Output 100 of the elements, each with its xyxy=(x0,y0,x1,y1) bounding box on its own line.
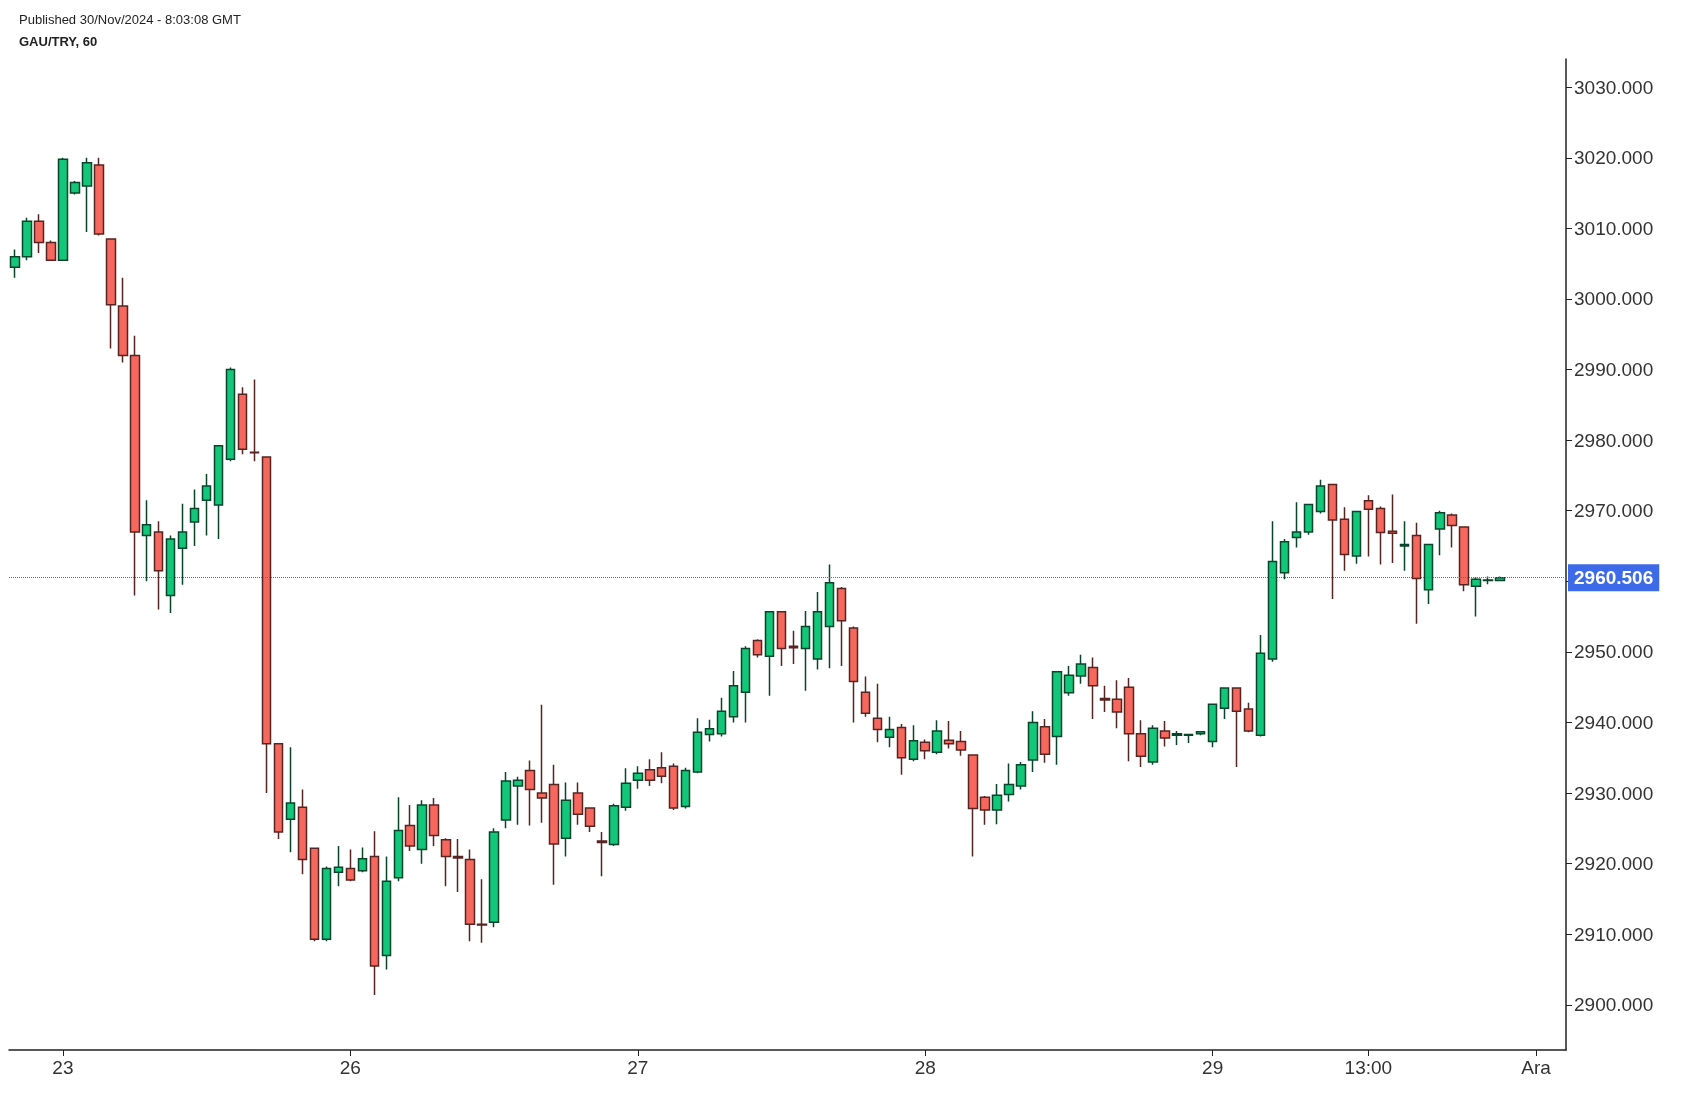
candlestick xyxy=(93,157,105,237)
candlestick xyxy=(1470,576,1482,618)
candlestick xyxy=(285,746,296,854)
chart-subtitle: Published 30/Nov/2024 - 8:03:08 GMT xyxy=(19,12,241,27)
candlestick xyxy=(824,563,835,669)
candlestick xyxy=(524,759,536,827)
candlestick xyxy=(1219,686,1230,720)
candlestick xyxy=(896,723,907,776)
candlestick xyxy=(153,520,164,611)
candlestick xyxy=(764,610,775,697)
candlestick xyxy=(632,765,644,790)
candlestick xyxy=(1099,685,1111,713)
y-tick-label: 3030.000 xyxy=(1574,76,1654,98)
candlestick xyxy=(1387,493,1398,564)
y-tick-label: 2910.000 xyxy=(1574,923,1654,945)
candlestick xyxy=(333,845,344,887)
x-tick-label: 13:00 xyxy=(1344,1057,1393,1078)
candlestick xyxy=(177,502,188,586)
candlestick xyxy=(129,334,141,597)
candlestick xyxy=(488,827,500,928)
candlestick xyxy=(440,837,452,887)
candlestick xyxy=(261,456,272,794)
candlestick xyxy=(1458,525,1470,592)
candlestick xyxy=(1399,520,1410,572)
candlestick xyxy=(1039,718,1051,764)
candlestick xyxy=(740,645,751,724)
x-tick-label: Ara xyxy=(1521,1057,1552,1078)
candlestick xyxy=(237,386,248,456)
candlestick xyxy=(297,788,308,875)
x-tick-label: 26 xyxy=(339,1057,361,1078)
candlestick xyxy=(728,670,739,724)
candlestick xyxy=(452,838,464,893)
candlestick xyxy=(428,797,440,847)
candlestick xyxy=(57,157,69,261)
candlestick xyxy=(1171,730,1183,746)
candlestick xyxy=(1446,512,1458,549)
candlestick xyxy=(800,610,811,692)
candlestick xyxy=(560,781,572,858)
candlestick xyxy=(884,716,895,748)
y-tick-label: 3020.000 xyxy=(1574,147,1654,169)
candlestick xyxy=(33,213,45,254)
candlestick xyxy=(393,796,404,883)
candlestick xyxy=(644,758,656,787)
ref-line-label: 2960.506 xyxy=(1574,567,1654,589)
candlestick xyxy=(680,766,691,810)
candlestick xyxy=(943,720,955,750)
candlestick xyxy=(512,776,524,826)
candlestick xyxy=(848,625,859,724)
candlestick xyxy=(1183,733,1194,744)
candlestick xyxy=(1087,656,1099,720)
candlestick xyxy=(1434,509,1446,556)
candlestick xyxy=(69,180,81,196)
candlestick xyxy=(1207,703,1218,748)
candlestick xyxy=(1243,701,1254,734)
candlestick xyxy=(1303,502,1314,536)
candlestick xyxy=(955,730,967,757)
candlestick xyxy=(1195,730,1206,736)
candlestick xyxy=(931,719,943,755)
candlestick xyxy=(9,248,21,279)
candlestick xyxy=(213,445,224,540)
candlestick xyxy=(596,831,608,878)
y-tick-label: 2970.000 xyxy=(1574,500,1654,522)
candlestick xyxy=(704,718,715,743)
candlestick xyxy=(404,804,416,852)
candlestick xyxy=(201,473,212,537)
candlestick xyxy=(1375,505,1386,566)
candlestick xyxy=(752,638,763,659)
y-tick-label: 2930.000 xyxy=(1574,782,1654,804)
y-tick-label: 3010.000 xyxy=(1574,217,1654,239)
candlestick xyxy=(1231,686,1242,768)
candlestick xyxy=(919,738,931,760)
candlestick xyxy=(572,781,584,826)
candlestick xyxy=(117,277,129,364)
candlestick xyxy=(1003,762,1015,803)
candlestick xyxy=(321,865,332,943)
candlestick xyxy=(872,682,883,743)
candlestick xyxy=(692,717,703,775)
candlestick xyxy=(1339,506,1350,572)
candlestick xyxy=(979,795,991,826)
candlestick xyxy=(1411,521,1422,625)
candlestick xyxy=(656,751,667,784)
candlestick xyxy=(1267,520,1278,663)
candlestick xyxy=(416,799,428,865)
candlestick xyxy=(716,697,727,738)
candlestick xyxy=(381,855,392,971)
candlestick xyxy=(668,762,679,811)
candlestick xyxy=(1135,719,1147,768)
candlestick xyxy=(249,378,260,463)
candlestick xyxy=(608,802,620,847)
chart-title: GAU/TRY, 60 xyxy=(19,34,98,49)
x-tick-label: 27 xyxy=(627,1057,649,1078)
candlestick xyxy=(776,610,787,667)
candlestick xyxy=(165,534,176,614)
y-tick-label: 2940.000 xyxy=(1574,711,1654,733)
candlestick xyxy=(1015,761,1027,791)
candlestick xyxy=(45,239,57,261)
candlestick xyxy=(273,742,284,840)
candlestick xyxy=(141,499,152,583)
candlestick xyxy=(1351,509,1362,565)
candlestick xyxy=(1027,710,1039,773)
